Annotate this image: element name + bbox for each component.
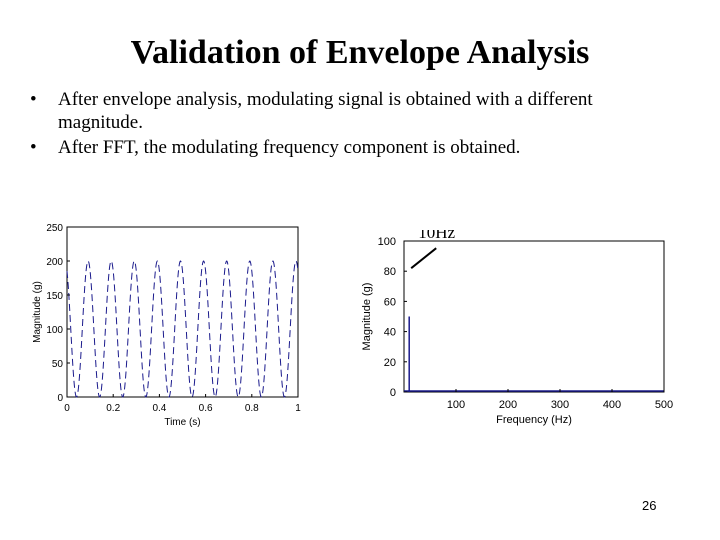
bullet-item: • After envelope analysis, modulating si… — [30, 88, 680, 134]
slide-number: 26 — [642, 498, 657, 513]
time-domain-chart: 0 0.2 0.4 0.6 0.8 1 0 50 100 150 200 250 Time (s) Mag… — [32, 223, 301, 428]
x-tick-label: 0 — [64, 403, 70, 414]
x-tick-label: 100 — [447, 399, 465, 411]
y-axis-label: Magnitude (g) — [32, 281, 43, 343]
x-tick-label: 0.8 — [245, 403, 259, 414]
y-tick-label: 0 — [390, 387, 396, 399]
x-axis-label: Time (s) — [164, 417, 200, 428]
y-tick-label: 200 — [46, 257, 63, 268]
y-tick-label: 60 — [384, 296, 396, 308]
y-tick-label: 100 — [378, 236, 396, 248]
y-tick-label: 250 — [46, 223, 63, 234]
y-tick-label: 0 — [57, 393, 63, 404]
signal-line — [66, 260, 299, 398]
x-tick-label: 0.4 — [152, 403, 166, 414]
x-axis-label: Frequency (Hz) — [496, 414, 572, 426]
y-tick-label: 100 — [46, 325, 63, 336]
x-tick-label: 300 — [551, 399, 569, 411]
x-tick-label: 500 — [655, 399, 673, 411]
y-tick-label: 80 — [384, 266, 396, 278]
y-tick-label: 40 — [384, 327, 396, 339]
annotation-label: 10Hz — [418, 230, 455, 242]
y-tick-label: 150 — [46, 291, 63, 302]
x-tick-label: 0.6 — [199, 403, 213, 414]
annotation-arrow — [410, 247, 437, 269]
bullet-list: • After envelope analysis, modulating si… — [30, 88, 680, 161]
plot-frame — [403, 240, 665, 393]
bullet-dot: • — [30, 137, 37, 158]
plot-frame — [66, 226, 299, 398]
x-tick-label: 400 — [603, 399, 621, 411]
x-tick-label: 1 — [295, 403, 301, 414]
bullet-text: After FFT, the modulating frequency comp… — [58, 137, 521, 158]
bullet-text: After envelope analysis, modulating sign… — [58, 89, 593, 133]
slide-title: Validation of Envelope Analysis — [130, 34, 590, 71]
y-axis-label: Magnitude (g) — [361, 283, 373, 351]
y-tick-label: 50 — [52, 359, 64, 370]
bullet-item: • After FFT, the modulating frequency co… — [30, 136, 680, 159]
y-tick-label: 20 — [384, 357, 396, 369]
frequency-domain-chart: 100 200 300 400 500 0 20 40 60 80 100 Frequency (Hz… — [361, 230, 673, 426]
x-tick-label: 200 — [499, 399, 517, 411]
x-tick-label: 0.2 — [106, 403, 120, 414]
bullet-dot: • — [30, 89, 37, 110]
